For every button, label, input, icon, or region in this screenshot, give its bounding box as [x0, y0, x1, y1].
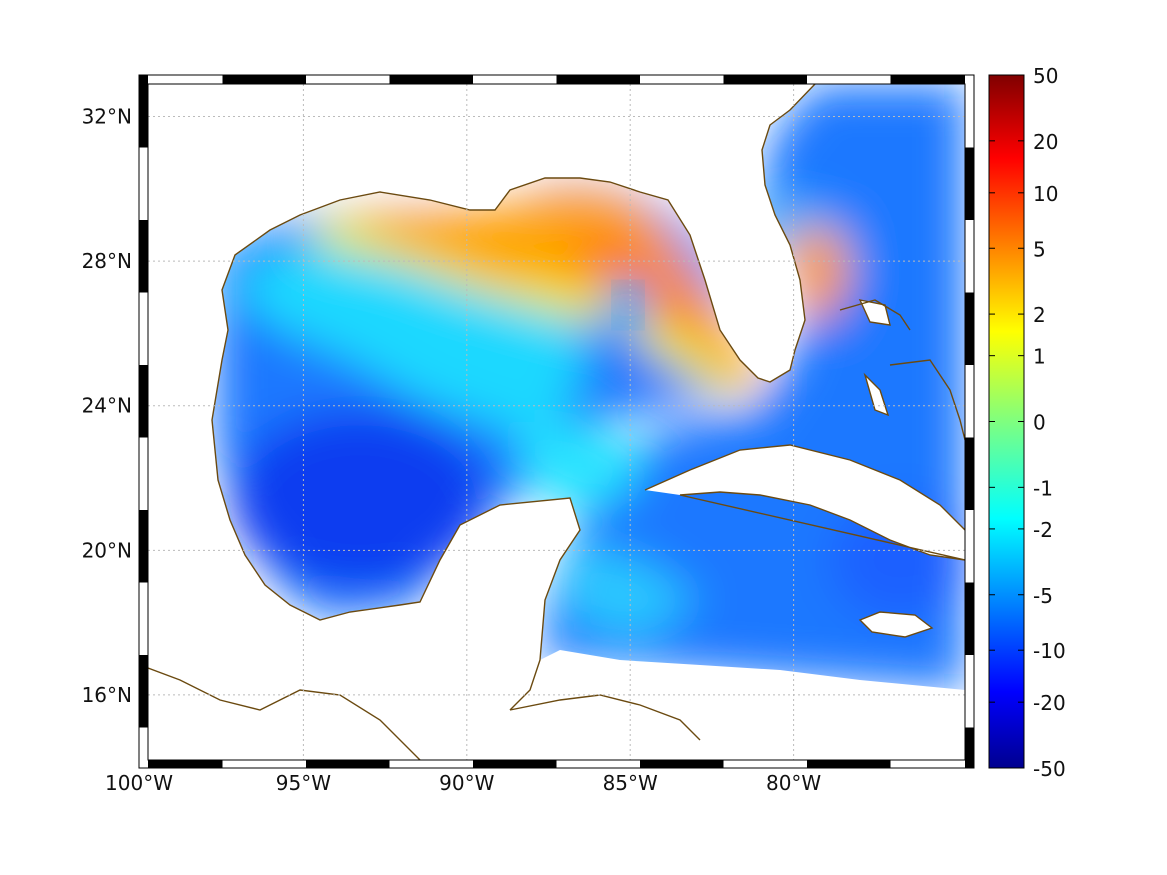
frame-segment-right	[965, 365, 974, 438]
coastlines	[148, 84, 965, 760]
frame-segment-right	[965, 437, 974, 510]
land-cuba	[645, 445, 965, 560]
y-tick-labels: 32°N 28°N 24°N 20°N 16°N	[82, 105, 132, 707]
x-tick-label-0: 100°W	[105, 771, 173, 795]
frame-segment-top	[222, 75, 306, 84]
frame-segment-top	[640, 75, 724, 84]
land-bahamas	[860, 300, 890, 415]
colorbar-tick-label-8: -2	[1033, 518, 1053, 542]
frame-segment-top	[306, 75, 390, 84]
frame-segment-top	[807, 75, 891, 84]
colorbar-tick-label-7: -1	[1033, 476, 1053, 500]
x-tick-labels: 100°W 95°W 90°W 85°W 80°W	[105, 771, 821, 795]
frame-segment-bottom	[890, 760, 974, 768]
x-tick-label-3: 85°W	[603, 771, 658, 795]
frame-segment-bottom	[306, 760, 390, 768]
colorbar-tick-label-10: -10	[1033, 639, 1066, 663]
x-tick-label-4: 80°W	[766, 771, 821, 795]
frame-segment-bottom	[389, 760, 473, 768]
frame-segment-right	[965, 147, 974, 220]
frame-segment-left	[139, 655, 148, 728]
colorbar-tick-label-11: -20	[1033, 691, 1066, 715]
colorbar-tick-label-3: 5	[1033, 237, 1046, 261]
frame-segment-left	[139, 292, 148, 365]
colorbar-tick-label-2: 10	[1033, 182, 1058, 206]
colorbar-tick-label-0: 50	[1033, 64, 1058, 88]
frame-segment-left	[139, 437, 148, 510]
frame-inner-border	[147, 83, 966, 761]
frame-outer-border	[138, 74, 975, 769]
frame-segment-left	[139, 510, 148, 583]
frame-segment-bottom	[222, 760, 306, 768]
frame-segment-right	[965, 655, 974, 728]
frame-segment-left	[139, 75, 148, 148]
frame-segment-left	[139, 582, 148, 655]
data-field	[148, 84, 965, 760]
frame-segment-left	[139, 220, 148, 293]
frame-segment-bottom	[640, 760, 724, 768]
colorbar-tick-label-12: -50	[1033, 757, 1066, 781]
colorbar-tick-label-5: 1	[1033, 345, 1046, 369]
frame-segment-top	[723, 75, 807, 84]
frame-segment-right	[965, 510, 974, 583]
frame-segment-left	[139, 147, 148, 220]
y-tick-label-4: 16°N	[82, 683, 132, 707]
x-tick-label-1: 95°W	[276, 771, 331, 795]
frame-segment-top	[139, 75, 223, 84]
colorbar-tick-label-1: 20	[1033, 130, 1058, 154]
land-us	[148, 84, 965, 760]
colorbar-tick-label-6: 0	[1033, 411, 1046, 435]
y-tick-label-2: 24°N	[82, 394, 132, 418]
frame-segment-left	[139, 727, 148, 768]
frame-segment-bottom	[473, 760, 557, 768]
frame-segment-left	[139, 365, 148, 438]
frame-segment-top	[556, 75, 640, 84]
frame-segment-right	[965, 727, 974, 768]
y-tick-label-0: 32°N	[82, 105, 132, 129]
frame-segment-right	[965, 292, 974, 365]
frame-segment-bottom	[556, 760, 640, 768]
frame-segment-top	[473, 75, 557, 84]
frame-segment-bottom	[723, 760, 807, 768]
colorbar-tick-label-4: 2	[1033, 303, 1046, 327]
map-frame	[138, 74, 975, 769]
y-tick-label-1: 28°N	[82, 249, 132, 273]
frame-segment-right	[965, 220, 974, 293]
frame-segment-right	[965, 75, 974, 148]
x-tick-label-2: 90°W	[439, 771, 494, 795]
frame-segment-top	[890, 75, 974, 84]
frame-segment-bottom	[139, 760, 223, 768]
grid-lines	[148, 84, 965, 760]
frame-segment-right	[965, 582, 974, 655]
land-jamaica	[860, 612, 932, 637]
frame-segment-top	[389, 75, 473, 84]
colorbar-tick-label-9: -5	[1033, 584, 1053, 608]
y-tick-label-3: 20°N	[82, 538, 132, 562]
frame-segment-bottom	[807, 760, 891, 768]
